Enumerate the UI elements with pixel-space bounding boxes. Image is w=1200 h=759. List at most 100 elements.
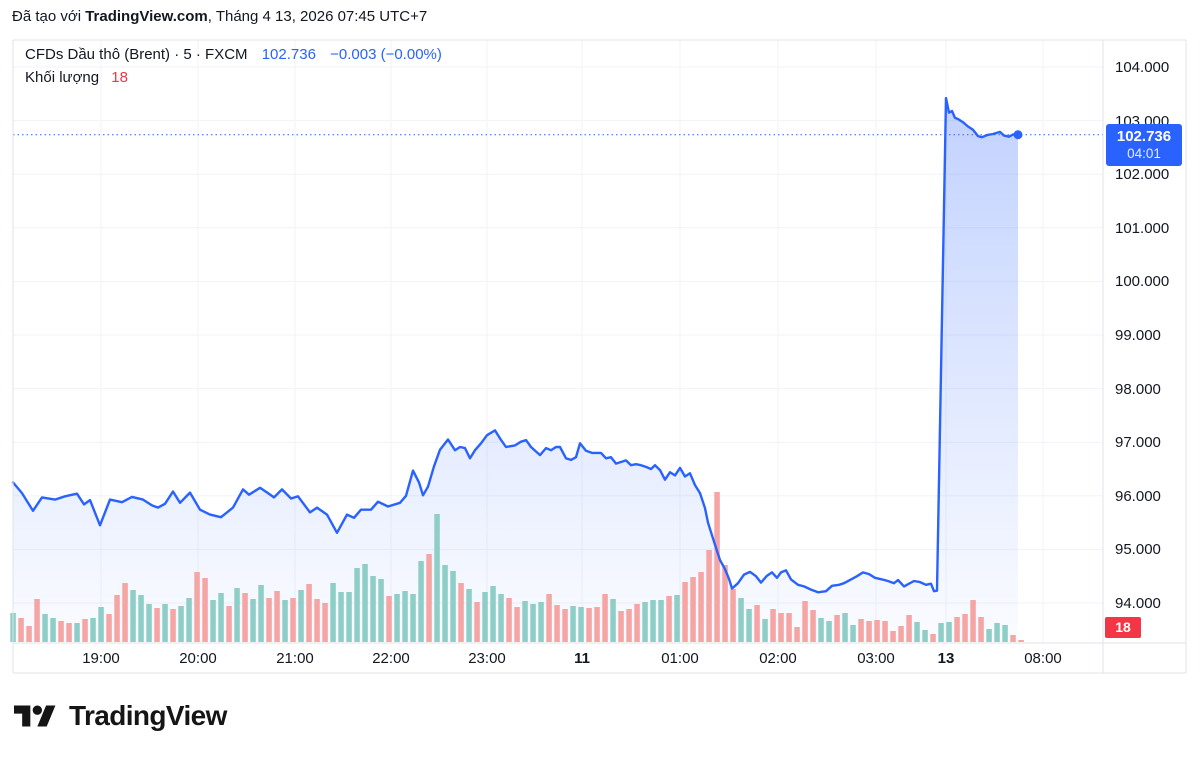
- volume-bar-up: [538, 602, 544, 642]
- price-tick-label: 100.000: [1115, 273, 1170, 291]
- volume-bar-up: [250, 599, 256, 642]
- volume-bar-up: [90, 618, 96, 642]
- volume-bar-up: [482, 592, 488, 642]
- volume-bar-down: [26, 626, 32, 642]
- volume-bar-down: [386, 596, 392, 642]
- volume-bar-up: [658, 600, 664, 642]
- volume-bar-up: [178, 606, 184, 642]
- volume-bar-up: [738, 598, 744, 642]
- volume-bar-up: [674, 595, 680, 642]
- volume-bar-down: [682, 582, 688, 642]
- volume-bar-down: [634, 604, 640, 642]
- volume-bar-up: [162, 604, 168, 642]
- volume-bar-down: [170, 609, 176, 642]
- volume-bar-up: [818, 618, 824, 642]
- volume-bar-up: [282, 600, 288, 642]
- volume-bar-down: [618, 611, 624, 642]
- volume-indicator-label[interactable]: Khối lượng: [25, 69, 100, 86]
- volume-bar-up: [1002, 625, 1008, 642]
- volume-bar-down: [1018, 640, 1024, 642]
- price-tick-label: 102.000: [1115, 166, 1170, 184]
- price-tick-label: 99.000: [1115, 327, 1161, 344]
- volume-bar-up: [914, 622, 920, 642]
- volume-bar-up: [746, 609, 752, 642]
- time-tick-label: 11: [574, 650, 590, 667]
- volume-bar-up: [450, 571, 456, 642]
- price-tick-label: 96.000: [1115, 487, 1161, 505]
- symbol-title[interactable]: CFDs Dầu thô (Brent) · 5 · FXCM: [25, 46, 248, 63]
- volume-bar-down: [714, 492, 720, 642]
- time-tick-label: 02:00: [759, 650, 797, 667]
- volume-bar-down: [314, 599, 320, 642]
- volume-bar-up: [466, 589, 472, 642]
- volume-bar-down: [586, 608, 592, 642]
- volume-bar-down: [122, 583, 128, 642]
- volume-bar-down: [306, 584, 312, 642]
- volume-bar-up: [146, 604, 152, 642]
- volume-bar-down: [226, 606, 232, 642]
- volume-badge: 18: [1105, 617, 1141, 638]
- volume-bar-down: [66, 623, 72, 642]
- volume-bar-down: [930, 634, 936, 642]
- price-tick-label: 101.000: [1115, 219, 1170, 237]
- last-price-dot: [1013, 130, 1023, 140]
- volume-bar-up: [218, 593, 224, 642]
- volume-bar-up: [938, 623, 944, 642]
- volume-bar-down: [834, 615, 840, 642]
- price-tick-label: 97.000: [1115, 434, 1161, 452]
- volume-bar-up: [42, 614, 48, 642]
- volume-bar-up: [298, 590, 304, 642]
- volume-bar-down: [106, 614, 112, 642]
- volume-bar-up: [130, 590, 136, 642]
- legend-change: −0.003 (−0.00%): [330, 46, 442, 63]
- volume-bar-up: [362, 564, 368, 642]
- volume-bar-down: [602, 594, 608, 642]
- volume-bar-down: [962, 614, 968, 642]
- volume-bar-down: [274, 591, 280, 642]
- time-tick-label: 22:00: [372, 650, 410, 667]
- time-tick-label: 01:00: [661, 650, 699, 667]
- attribution-prefix: Đã tạo với: [12, 8, 86, 25]
- volume-bar-up: [98, 607, 104, 642]
- volume-bar-up: [530, 604, 536, 642]
- volume-bar-down: [810, 610, 816, 642]
- volume-bar-down: [1010, 635, 1016, 642]
- volume-bar-down: [426, 554, 432, 642]
- volume-bar-up: [418, 561, 424, 642]
- volume-bar-down: [458, 583, 464, 642]
- time-tick-label: 13: [937, 650, 955, 667]
- volume-bar-up: [442, 565, 448, 642]
- volume-bar-down: [978, 617, 984, 642]
- volume-bar-up: [826, 621, 832, 642]
- volume-bar-up: [210, 600, 216, 642]
- tradingview-logo[interactable]: TradingView: [14, 700, 227, 732]
- volume-bar-down: [266, 598, 272, 642]
- volume-bar-down: [874, 620, 880, 642]
- price-tick-label: 98.000: [1115, 380, 1161, 398]
- volume-bar-down: [858, 619, 864, 642]
- volume-bar-up: [378, 579, 384, 642]
- volume-bar-down: [82, 619, 88, 642]
- price-area-fill: [13, 98, 1018, 643]
- price-line: [11, 96, 1020, 594]
- volume-bar-down: [706, 550, 712, 642]
- volume-bar-up: [186, 598, 192, 642]
- volume-bar-down: [866, 621, 872, 642]
- volume-bar-up: [410, 594, 416, 642]
- volume-bar-down: [202, 578, 208, 642]
- volume-bar-down: [514, 607, 520, 642]
- time-tick-label: 20:00: [179, 650, 217, 667]
- volume-bar-down: [698, 572, 704, 642]
- volume-bar-down: [794, 627, 800, 642]
- volume-bar-up: [138, 595, 144, 642]
- volume-bar-up: [610, 599, 616, 642]
- volume-bar-up: [402, 591, 408, 642]
- volume-bar-up: [354, 568, 360, 642]
- volume-bar-up: [850, 625, 856, 642]
- volume-bar-down: [882, 621, 888, 642]
- time-tick-label: 19:00: [82, 650, 120, 667]
- last-price-badge: 102.736 04:01: [1106, 124, 1182, 166]
- volume-bar-down: [562, 609, 568, 642]
- volume-bar-up: [50, 618, 56, 642]
